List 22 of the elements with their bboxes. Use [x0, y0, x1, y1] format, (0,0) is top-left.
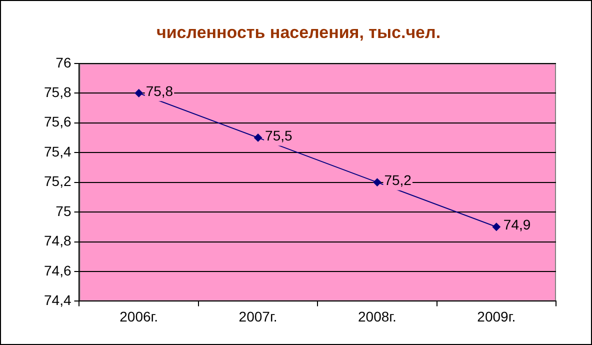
x-tick-label: 2007г.	[238, 308, 278, 324]
point	[254, 134, 262, 142]
y-tick-label: 74,8	[44, 232, 72, 249]
data-label: 75,5	[265, 128, 292, 144]
y-tick-label: 74,4	[44, 292, 72, 308]
y-tick-label: 76	[56, 54, 72, 70]
chart-title: численность населения, тыс.чел.	[156, 22, 441, 42]
data-label: 75,8	[146, 82, 174, 99]
y-tick-label: 75,6	[44, 114, 72, 130]
y-tick-label: 75	[56, 202, 72, 219]
point	[492, 222, 500, 231]
y-tick-label: 74,6	[44, 262, 72, 278]
x-tick-label: 2006г.	[120, 308, 158, 324]
y-tick-label: 75,4	[44, 143, 72, 160]
data-label: 74,9	[503, 216, 531, 233]
point	[134, 89, 143, 98]
y-tick-label: 75,8	[44, 84, 72, 100]
x-tick-label: 2009г.	[477, 308, 516, 324]
data-label: 75,2	[384, 172, 412, 188]
y-tick-label: 75,2	[44, 173, 72, 190]
point	[373, 178, 382, 186]
x-tick-label: 2008г.	[358, 308, 396, 324]
